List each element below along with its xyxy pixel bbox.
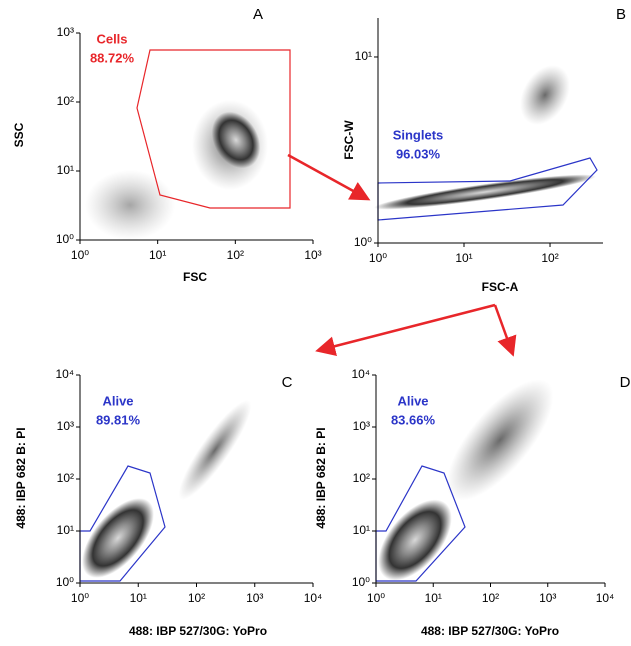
gate-name: Alive <box>102 393 133 408</box>
y-tick-label: 10³ <box>57 25 74 39</box>
gate-percent: 89.81% <box>96 412 141 427</box>
gate-name: Alive <box>397 393 428 408</box>
x-axis-label: FSC <box>183 270 207 284</box>
y-tick-label: 10⁰ <box>56 575 74 589</box>
x-tick-label: 10⁴ <box>304 591 323 605</box>
y-axis-label: SSC <box>12 122 26 147</box>
x-axis-label: 488: IBP 527/30G: YoPro <box>129 624 267 638</box>
x-tick-label: 10³ <box>304 248 321 262</box>
y-tick-label: 10¹ <box>57 163 74 177</box>
y-tick-label: 10⁰ <box>56 232 74 246</box>
y-tick-label: 10³ <box>353 419 370 433</box>
y-tick-label: 10² <box>353 471 370 485</box>
x-tick-label: 10² <box>541 251 558 265</box>
gate-percent: 83.66% <box>391 412 436 427</box>
x-tick-label: 10⁰ <box>71 591 89 605</box>
x-tick-label: 10¹ <box>425 591 442 605</box>
x-tick-label: 10² <box>188 591 205 605</box>
y-axis-label: 488: IBP 682 B: PI <box>14 427 28 528</box>
density <box>82 65 596 581</box>
x-axis-label: 488: IBP 527/30G: YoPro <box>421 624 559 638</box>
y-tick-label: 10⁰ <box>354 235 372 249</box>
x-tick-label: 10⁴ <box>596 591 615 605</box>
gate-percent: 96.03% <box>396 146 441 161</box>
y-tick-label: 10⁴ <box>351 367 370 381</box>
x-tick-label: 10³ <box>539 591 556 605</box>
gate-A <box>136 49 291 209</box>
x-tick-label: 10³ <box>246 591 263 605</box>
x-tick-label: 10¹ <box>149 248 166 262</box>
y-tick-label: 10³ <box>57 419 74 433</box>
x-tick-label: 10¹ <box>130 591 147 605</box>
panel-label: C <box>282 374 293 391</box>
panel-label: D <box>620 374 631 391</box>
y-tick-label: 10¹ <box>355 49 372 63</box>
x-axis-label: FSC-A <box>482 280 519 294</box>
gate-name: Singlets <box>393 127 444 142</box>
x-tick-label: 10¹ <box>455 251 472 265</box>
gate-percent: 88.72% <box>90 50 135 65</box>
arrows <box>287 153 517 357</box>
y-axis-label: FSC-W <box>342 120 356 160</box>
y-tick-label: 10² <box>57 94 74 108</box>
x-tick-label: 10² <box>482 591 499 605</box>
y-tick-label: 10¹ <box>353 523 370 537</box>
panel-label: A <box>253 6 263 23</box>
x-tick-label: 10⁰ <box>71 248 89 262</box>
gate-D <box>375 465 466 582</box>
y-tick-label: 10² <box>57 471 74 485</box>
gate-C <box>79 465 166 582</box>
y-axis-label: 488: IBP 682 B: PI <box>314 427 328 528</box>
x-tick-label: 10⁰ <box>367 591 385 605</box>
gate-name: Cells <box>96 31 127 46</box>
panel-label: B <box>616 6 626 23</box>
y-tick-label: 10¹ <box>57 523 74 537</box>
x-tick-label: 10⁰ <box>369 251 387 265</box>
x-tick-label: 10² <box>227 248 244 262</box>
y-tick-label: 10⁰ <box>352 575 370 589</box>
y-tick-label: 10⁴ <box>55 367 74 381</box>
